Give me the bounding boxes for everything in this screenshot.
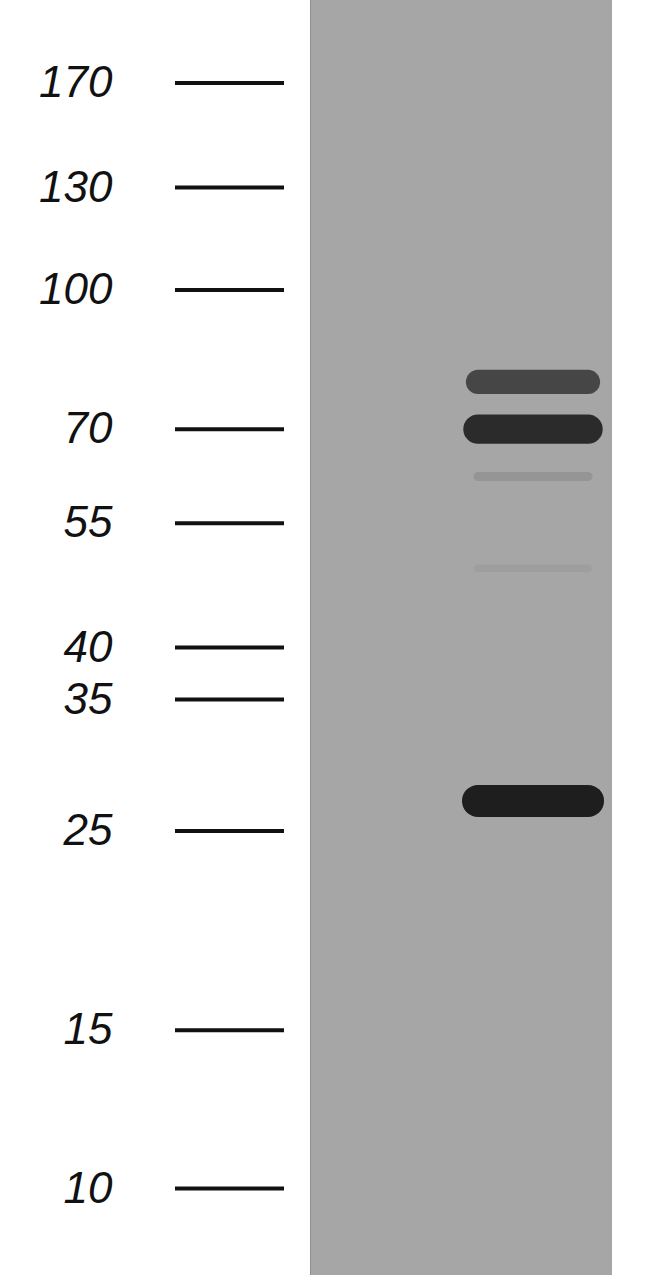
- svg-text:35: 35: [64, 674, 113, 723]
- svg-text:25: 25: [63, 805, 113, 854]
- svg-text:70: 70: [64, 403, 113, 452]
- svg-text:10: 10: [64, 1163, 113, 1212]
- svg-text:55: 55: [64, 497, 113, 546]
- svg-text:130: 130: [39, 162, 113, 211]
- svg-text:170: 170: [39, 57, 113, 106]
- svg-text:40: 40: [64, 622, 113, 671]
- svg-text:15: 15: [64, 1004, 113, 1053]
- svg-text:100: 100: [39, 264, 113, 313]
